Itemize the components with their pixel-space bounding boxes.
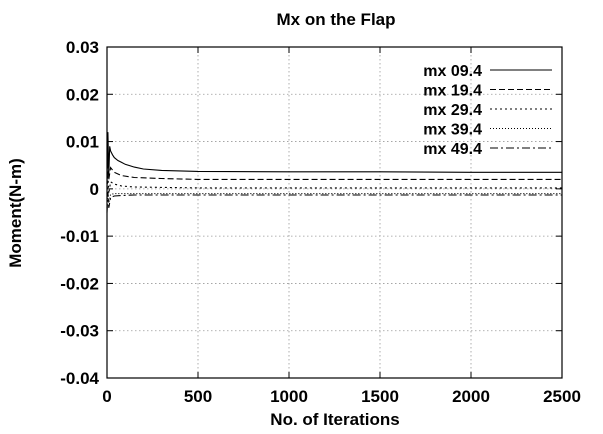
- x-tick-label: 1000: [270, 387, 308, 406]
- series-line-2: [107, 161, 562, 187]
- y-tick-label: 0: [90, 180, 99, 199]
- x-tick-label: 2000: [452, 387, 490, 406]
- x-tick-label: 0: [102, 387, 111, 406]
- legend-label: mx 29.4: [423, 102, 482, 119]
- y-tick-label: -0.01: [60, 227, 99, 246]
- legend-label: mx 39.4: [423, 122, 482, 139]
- y-tick-label: -0.03: [60, 322, 99, 341]
- y-tick-label: -0.04: [60, 369, 99, 388]
- x-axis-title: No. of Iterations: [270, 410, 399, 429]
- series-line-4: [107, 191, 562, 208]
- series-lines: [107, 132, 562, 212]
- legend: mx 09.4 mx 19.4 mx 29.4 mx 39.4 mx 49.4: [423, 63, 552, 158]
- x-tick-label: 2500: [543, 387, 581, 406]
- grid: [107, 47, 562, 378]
- series-line-5: [107, 193, 562, 213]
- x-tick-label: 1500: [361, 387, 399, 406]
- y-tick-label: -0.02: [60, 274, 99, 293]
- legend-label: mx 19.4: [423, 83, 482, 100]
- y-tick-label: 0.03: [66, 38, 99, 57]
- y-tick-label: 0.02: [66, 85, 99, 104]
- y-tick-label: 0.01: [66, 133, 99, 152]
- legend-label: mx 49.4: [423, 141, 482, 158]
- legend-label: mx 09.4: [423, 63, 482, 80]
- series-line-3: [107, 175, 562, 194]
- chart-title: Mx on the Flap: [277, 10, 396, 29]
- series-line-1: [107, 132, 562, 184]
- x-tick-label: 500: [184, 387, 212, 406]
- axis-ticks: 0 500 1000 1500 2000 2500 -0.04 -0.03 -0.02 -0.01…: [60, 38, 581, 406]
- plot-frame: [107, 47, 562, 378]
- y-axis-title: Moment(N-m): [6, 158, 25, 268]
